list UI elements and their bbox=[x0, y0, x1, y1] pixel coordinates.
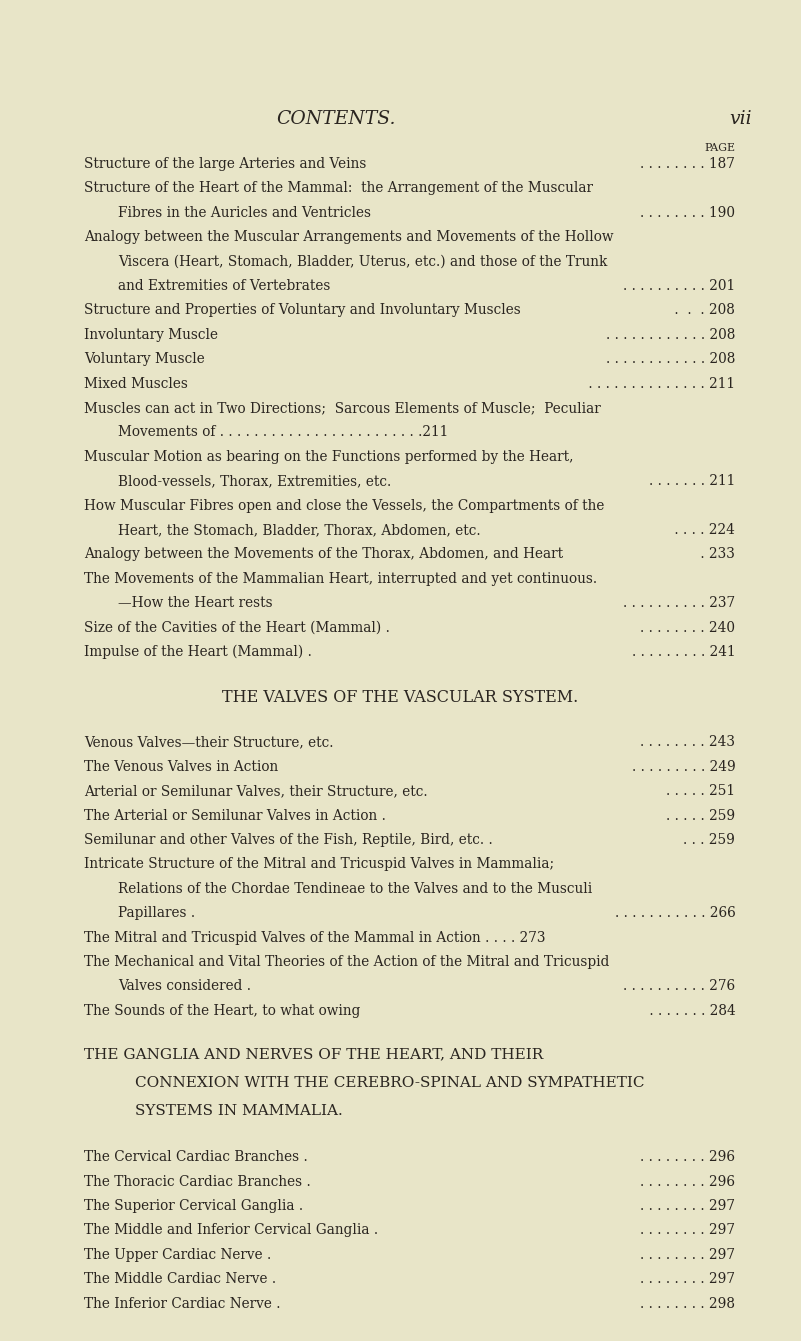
Text: . . . . . . . . 240: . . . . . . . . 240 bbox=[640, 621, 735, 634]
Text: .  .  . 208: . . . 208 bbox=[670, 303, 735, 318]
Text: . . . . . . . . 297: . . . . . . . . 297 bbox=[640, 1273, 735, 1286]
Text: PAGE: PAGE bbox=[704, 143, 735, 153]
Text: Semilunar and other Valves of the Fish, Reptile, Bird, etc. .: Semilunar and other Valves of the Fish, … bbox=[84, 833, 493, 848]
Text: and Extremities of Vertebrates: and Extremities of Vertebrates bbox=[118, 279, 330, 292]
Text: Papillares .: Papillares . bbox=[118, 907, 195, 920]
Text: . . . . . . . . 298: . . . . . . . . 298 bbox=[640, 1297, 735, 1310]
Text: The Mitral and Tricuspid Valves of the Mammal in Action . . . . 273: The Mitral and Tricuspid Valves of the M… bbox=[84, 931, 545, 944]
Text: Analogy between the Muscular Arrangements and Movements of the Hollow: Analogy between the Muscular Arrangement… bbox=[84, 231, 614, 244]
Text: . . . . . . . . . . 237: . . . . . . . . . . 237 bbox=[623, 597, 735, 610]
Text: CONTENTS.: CONTENTS. bbox=[276, 110, 396, 127]
Text: . . . . . 251: . . . . . 251 bbox=[666, 784, 735, 798]
Text: The Mechanical and Vital Theories of the Action of the Mitral and Tricuspid: The Mechanical and Vital Theories of the… bbox=[84, 955, 610, 970]
Text: . . . . . . . 211: . . . . . . . 211 bbox=[649, 475, 735, 488]
Text: Blood-vessels, Thorax, Extremities, etc.: Blood-vessels, Thorax, Extremities, etc. bbox=[118, 475, 391, 488]
Text: . . . . . . . . 296: . . . . . . . . 296 bbox=[640, 1151, 735, 1164]
Text: Size of the Cavities of the Heart (Mammal) .: Size of the Cavities of the Heart (Mamma… bbox=[84, 621, 390, 634]
Text: The Middle Cardiac Nerve .: The Middle Cardiac Nerve . bbox=[84, 1273, 276, 1286]
Text: Intricate Structure of the Mitral and Tricuspid Valves in Mammalia;: Intricate Structure of the Mitral and Tr… bbox=[84, 857, 554, 872]
Text: The Middle and Inferior Cervical Ganglia .: The Middle and Inferior Cervical Ganglia… bbox=[84, 1223, 378, 1238]
Text: How Muscular Fibres open and close the Vessels, the Compartments of the: How Muscular Fibres open and close the V… bbox=[84, 499, 605, 512]
Text: Viscera (Heart, Stomach, Bladder, Uterus, etc.) and those of the Trunk: Viscera (Heart, Stomach, Bladder, Uterus… bbox=[118, 255, 607, 268]
Text: Analogy between the Movements of the Thorax, Abdomen, and Heart: Analogy between the Movements of the Tho… bbox=[84, 547, 563, 562]
Text: THE VALVES OF THE VASCULAR SYSTEM.: THE VALVES OF THE VASCULAR SYSTEM. bbox=[223, 689, 578, 705]
Text: The Thoracic Cardiac Branches .: The Thoracic Cardiac Branches . bbox=[84, 1175, 311, 1188]
Text: Muscles can act in Two Directions;  Sarcous Elements of Muscle;  Peculiar: Muscles can act in Two Directions; Sarco… bbox=[84, 401, 601, 414]
Text: . . . . . . . . . . . . . . 211: . . . . . . . . . . . . . . 211 bbox=[584, 377, 735, 390]
Text: Mixed Muscles: Mixed Muscles bbox=[84, 377, 188, 390]
Text: The Sounds of the Heart, to what owing: The Sounds of the Heart, to what owing bbox=[84, 1004, 360, 1018]
Text: . . . . . . . . . . . 266: . . . . . . . . . . . 266 bbox=[614, 907, 735, 920]
Text: . . . . . . . . . 241: . . . . . . . . . 241 bbox=[632, 645, 735, 658]
Text: Relations of the Chordae Tendineae to the Valves and to the Musculi: Relations of the Chordae Tendineae to th… bbox=[118, 882, 592, 896]
Text: Arterial or Semilunar Valves, their Structure, etc.: Arterial or Semilunar Valves, their Stru… bbox=[84, 784, 428, 798]
Text: Structure and Properties of Voluntary and Involuntary Muscles: Structure and Properties of Voluntary an… bbox=[84, 303, 521, 318]
Text: Impulse of the Heart (Mammal) .: Impulse of the Heart (Mammal) . bbox=[84, 645, 312, 660]
Text: . . . . . . . . 297: . . . . . . . . 297 bbox=[640, 1223, 735, 1238]
Text: . . . . . . . . 190: . . . . . . . . 190 bbox=[640, 205, 735, 220]
Text: . . . . . . . . . . 276: . . . . . . . . . . 276 bbox=[623, 979, 735, 994]
Text: . . . . . 259: . . . . . 259 bbox=[666, 809, 735, 822]
Text: Involuntary Muscle: Involuntary Muscle bbox=[84, 327, 218, 342]
Text: Fibres in the Auricles and Ventricles: Fibres in the Auricles and Ventricles bbox=[118, 205, 371, 220]
Text: . . . . . . . . 297: . . . . . . . . 297 bbox=[640, 1248, 735, 1262]
Text: Voluntary Muscle: Voluntary Muscle bbox=[84, 353, 205, 366]
Text: . . . . . . . . . . . . 208: . . . . . . . . . . . . 208 bbox=[606, 353, 735, 366]
Text: THE GANGLIA AND NERVES OF THE HEART, AND THEIR: THE GANGLIA AND NERVES OF THE HEART, AND… bbox=[84, 1047, 543, 1062]
Text: . . . . . . . . . . . . 208: . . . . . . . . . . . . 208 bbox=[606, 327, 735, 342]
Text: Heart, the Stomach, Bladder, Thorax, Abdomen, etc.: Heart, the Stomach, Bladder, Thorax, Abd… bbox=[118, 523, 481, 536]
Text: vii: vii bbox=[729, 110, 751, 127]
Text: —How the Heart rests: —How the Heart rests bbox=[118, 597, 272, 610]
Text: The Inferior Cardiac Nerve .: The Inferior Cardiac Nerve . bbox=[84, 1297, 280, 1310]
Text: . . . . . . . 284: . . . . . . . 284 bbox=[645, 1004, 735, 1018]
Text: Structure of the Heart of the Mammal:  the Arrangement of the Muscular: Structure of the Heart of the Mammal: th… bbox=[84, 181, 593, 196]
Text: . . . . 224: . . . . 224 bbox=[670, 523, 735, 536]
Text: SYSTEMS IN MAMMALIA.: SYSTEMS IN MAMMALIA. bbox=[135, 1104, 342, 1118]
Text: The Superior Cervical Ganglia .: The Superior Cervical Ganglia . bbox=[84, 1199, 304, 1214]
Text: Venous Valves—their Structure, etc.: Venous Valves—their Structure, etc. bbox=[84, 735, 333, 750]
Text: . . . . . . . . 296: . . . . . . . . 296 bbox=[640, 1175, 735, 1188]
Text: Movements of . . . . . . . . . . . . . . . . . . . . . . . .211: Movements of . . . . . . . . . . . . . .… bbox=[118, 425, 448, 440]
Text: The Arterial or Semilunar Valves in Action .: The Arterial or Semilunar Valves in Acti… bbox=[84, 809, 386, 822]
Text: The Upper Cardiac Nerve .: The Upper Cardiac Nerve . bbox=[84, 1248, 272, 1262]
Text: Structure of the large Arteries and Veins: Structure of the large Arteries and Vein… bbox=[84, 157, 367, 170]
Text: . 233: . 233 bbox=[696, 547, 735, 562]
Text: Muscular Motion as bearing on the Functions performed by the Heart,: Muscular Motion as bearing on the Functi… bbox=[84, 449, 574, 464]
Text: The Cervical Cardiac Branches .: The Cervical Cardiac Branches . bbox=[84, 1151, 308, 1164]
Text: . . . . . . . . 187: . . . . . . . . 187 bbox=[641, 157, 735, 170]
Text: CONNEXION WITH THE CEREBRO-SPINAL AND SYMPATHETIC: CONNEXION WITH THE CEREBRO-SPINAL AND SY… bbox=[135, 1075, 644, 1090]
Text: The Movements of the Mammalian Heart, interrupted and yet continuous.: The Movements of the Mammalian Heart, in… bbox=[84, 571, 598, 586]
Text: . . . . . . . . . . 201: . . . . . . . . . . 201 bbox=[623, 279, 735, 292]
Text: . . . . . . . . 297: . . . . . . . . 297 bbox=[640, 1199, 735, 1214]
Text: Valves considered .: Valves considered . bbox=[118, 979, 251, 994]
Text: . . . 259: . . . 259 bbox=[683, 833, 735, 848]
Text: The Venous Valves in Action: The Venous Valves in Action bbox=[84, 760, 279, 774]
Text: . . . . . . . . . 249: . . . . . . . . . 249 bbox=[631, 760, 735, 774]
Text: . . . . . . . . 243: . . . . . . . . 243 bbox=[640, 735, 735, 750]
